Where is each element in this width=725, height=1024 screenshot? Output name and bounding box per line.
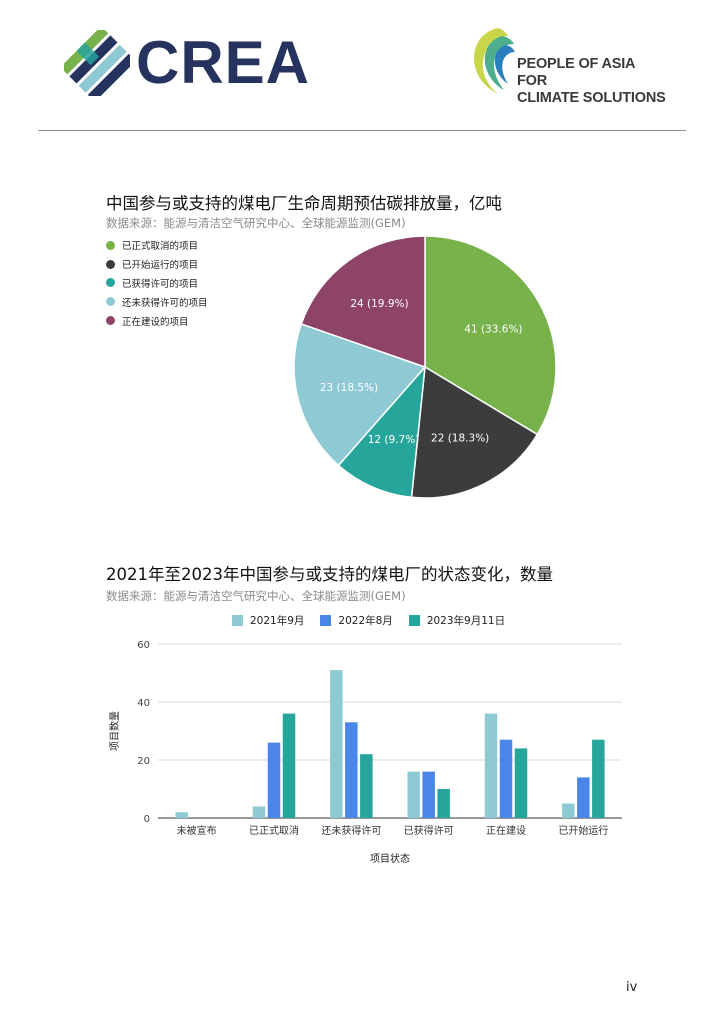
legend-label: 2022年8月 (338, 615, 393, 627)
paca-line-1: PEOPLE OF ASIA FOR (517, 56, 635, 89)
bar-legend-item: 2022年8月 (320, 613, 393, 628)
bar (345, 722, 358, 818)
bar (360, 754, 373, 818)
x-tick-label: 正在建设 (486, 824, 526, 837)
bar-legend: 2021年9月 2022年8月 2023年9月11日 (232, 613, 521, 628)
pie-chart-source: 数据来源：能源与清洁空气研究中心、全球能源监测(GEM) (106, 216, 406, 230)
pie-slice (337, 364, 426, 499)
bar (282, 713, 296, 818)
pie-slice (424, 235, 557, 436)
bar-chart-source: 数据来源：能源与清洁空气研究中心、全球能源监测(GEM) (106, 589, 406, 603)
bar (267, 742, 281, 818)
bar (562, 803, 575, 818)
bar (252, 806, 266, 818)
page-number: iv (626, 980, 638, 995)
bar (592, 739, 605, 818)
legend-swatch-icon (320, 615, 332, 626)
paca-logo: PEOPLE OF ASIA FOR CLIMATE SOLUTIONS (468, 24, 668, 106)
pie-legend: 已正式取消的项目 已开始运行的项目 已获得许可的项目 还未获得许可的项目 正在建… (106, 236, 208, 330)
bar (499, 739, 513, 818)
pie-data-label: 41 (33.6%) (464, 323, 522, 335)
legend-label: 还未获得许可的项目 (122, 297, 208, 309)
pie-chart-title: 中国参与或支持的煤电厂生命周期预估碳排放量，亿吨 (106, 194, 502, 213)
legend-dot-icon (106, 297, 115, 307)
legend-swatch-icon (408, 615, 420, 626)
header-divider (38, 130, 686, 131)
x-tick-label: 已正式取消 (249, 824, 299, 837)
pie-data-label: 23 (18.5%) (320, 382, 378, 394)
bar (437, 789, 450, 818)
x-tick-label: 已开始运行 (558, 824, 608, 837)
crea-logo: CREA (60, 26, 334, 102)
bar (422, 771, 435, 818)
paca-line-2: CLIMATE SOLUTIONS (517, 90, 666, 106)
y-tick-label: 0 (144, 814, 150, 825)
x-tick-label: 已获得许可 (404, 825, 454, 837)
pie-data-label: 24 (19.9%) (350, 298, 408, 310)
bar (577, 777, 590, 818)
pie-legend-item: 正在建设的项目 (106, 311, 208, 330)
paca-wordmark: PEOPLE OF ASIA FOR CLIMATE SOLUTIONS (517, 56, 668, 107)
legend-label: 已正式取消的项目 (122, 241, 199, 253)
bar-legend-item: 2023年9月11日 (408, 613, 506, 628)
page-header: CREA PEOPLE OF ASIA FOR CLIMATE SOLUTION… (0, 0, 725, 132)
pie-legend-item: 已获得许可的项目 (106, 274, 208, 293)
bar (175, 812, 188, 818)
bar (484, 713, 498, 818)
legend-swatch-icon (232, 615, 243, 626)
legend-label: 已获得许可的项目 (122, 278, 199, 290)
crea-wordmark: CREA (136, 29, 311, 96)
pie-legend-item: 已开始运行的项目 (106, 255, 208, 274)
bar (514, 748, 528, 818)
pie-slice (410, 365, 539, 499)
pie-legend-item: 还未获得许可的项目 (106, 292, 208, 311)
pie-slice (293, 323, 427, 467)
crea-emblem-icon (60, 26, 136, 102)
x-axis-label: 项目状态 (370, 852, 410, 865)
pie-data-label: 12 (9.7%) (368, 434, 420, 446)
bar (407, 771, 420, 818)
paca-swirl-icon (474, 28, 515, 94)
bar-chart-title: 2021年至2023年中国参与或支持的煤电厂的状态变化，数量 (106, 565, 553, 584)
legend-label: 正在建设的项目 (122, 316, 189, 328)
legend-dot-icon (106, 316, 115, 326)
y-axis-label: 项目数量 (108, 711, 121, 751)
y-tick-label: 20 (137, 756, 150, 767)
legend-dot-icon (106, 240, 115, 250)
y-tick-label: 60 (137, 640, 150, 651)
y-tick-label: 40 (137, 698, 150, 709)
legend-label: 2023年9月11日 (426, 615, 506, 627)
legend-dot-icon (106, 259, 115, 269)
pie-legend-item: 已正式取消的项目 (106, 236, 208, 255)
bar-legend-item: 2021年9月 (232, 613, 304, 628)
x-tick-label: 还未获得许可 (321, 825, 381, 837)
pie-slice (300, 235, 426, 369)
pie-data-label: 22 (18.3%) (431, 432, 489, 444)
x-tick-label: 未被宣布 (177, 824, 217, 837)
bar (330, 670, 343, 818)
legend-dot-icon (106, 278, 115, 288)
legend-label: 2021年9月 (250, 615, 305, 627)
legend-label: 已开始运行的项目 (122, 260, 199, 272)
